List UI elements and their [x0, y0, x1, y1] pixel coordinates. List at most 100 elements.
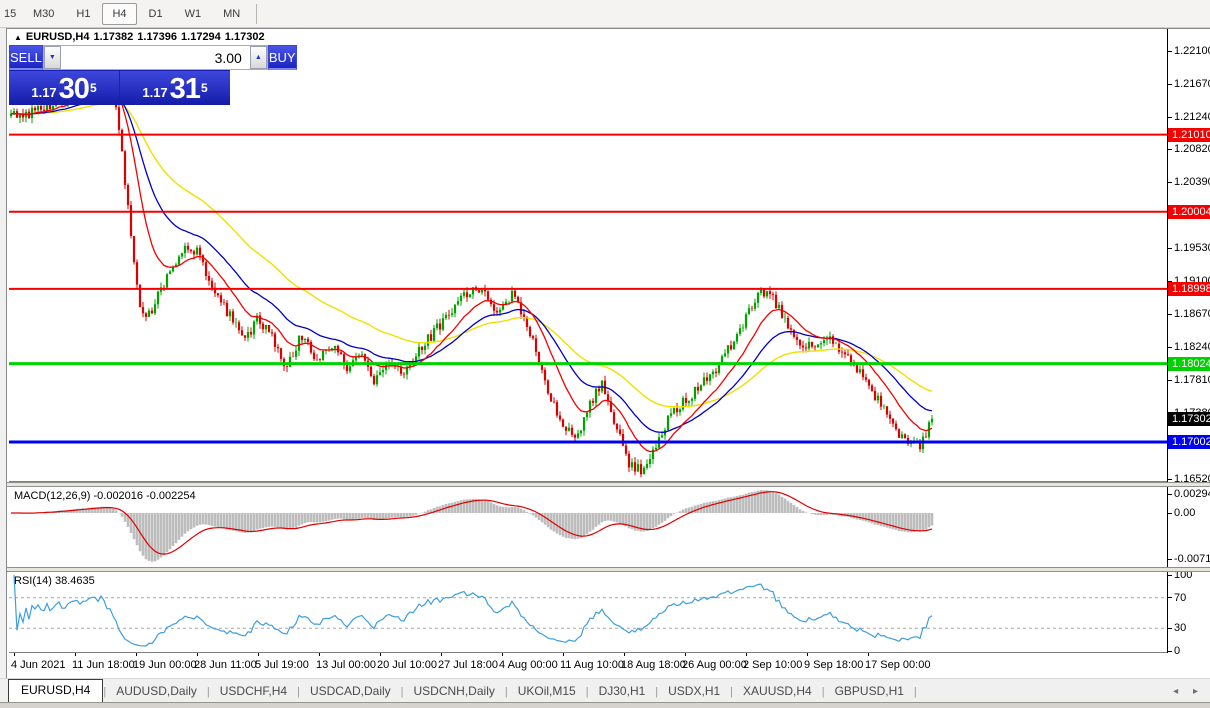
time-label: 4 Aug 00:00	[499, 659, 558, 671]
timeframe-button-h1[interactable]: H1	[76, 7, 91, 20]
buy-price-prefix: 1.17	[142, 85, 168, 100]
rsi-label: RSI(14) 38.4635	[14, 575, 95, 587]
axis-tick: 1.18240	[1168, 341, 1210, 353]
axis-tick: -0.007153	[1168, 553, 1210, 565]
ohlc-close: 1.17302	[224, 31, 265, 43]
axis-tick: 0.002947	[1168, 488, 1210, 500]
tab-separator: |	[730, 686, 734, 698]
sell-price-prefix: 1.17	[31, 85, 57, 100]
time-label: 17 Sep 00:00	[865, 659, 931, 671]
price-line-label: 1.18024	[1168, 356, 1210, 371]
tab-separator: |	[103, 686, 107, 698]
axis-tick: 0.00	[1168, 507, 1195, 519]
sell-button[interactable]: SELL	[9, 45, 43, 70]
timeframe-button-d1[interactable]: D1	[148, 7, 163, 20]
tab-separator: |	[504, 686, 508, 698]
collapse-panel-icon[interactable]: ▲	[14, 33, 22, 42]
time-tick	[258, 653, 259, 656]
time-tick	[807, 653, 808, 656]
price-axis[interactable]: 1.221001.216701.212401.208201.203901.199…	[1167, 29, 1210, 657]
tab-separator: |	[585, 686, 589, 698]
buy-quote[interactable]: 1.17 31 5	[120, 71, 230, 105]
timeframe-button-h4[interactable]: H4	[102, 2, 137, 25]
macd-label: MACD(12,26,9) -0.002016 -0.002254	[14, 490, 196, 502]
time-label: 9 Sep 18:00	[804, 659, 864, 671]
time-label: 20 Jul 10:00	[377, 659, 437, 671]
time-tick	[563, 653, 564, 656]
tab-usdchf-h4[interactable]: USDCHF,H4	[219, 684, 288, 698]
axis-tick: 1.20390	[1168, 176, 1210, 188]
buy-price-big: 31	[169, 73, 201, 105]
toolbar-separator	[256, 3, 258, 24]
time-label: 13 Jul 00:00	[316, 659, 376, 671]
time-label: 11 Aug 10:00	[560, 659, 625, 671]
time-label: 18 Aug 18:00	[621, 659, 686, 671]
axis-tick: 1.20820	[1168, 143, 1210, 155]
axis-tick: 1.22100	[1168, 45, 1210, 57]
tab-eurusd-h4[interactable]: EURUSD,H4	[8, 679, 104, 702]
chart-tabs: EURUSD,H4 | AUDUSD,Daily | USDCHF,H4 | USDCAD,…	[0, 678, 1210, 702]
axis-tick: 30	[1168, 622, 1186, 634]
axis-tick: 70	[1168, 592, 1186, 604]
time-tick	[197, 653, 198, 656]
axis-tick: 1.18670	[1168, 308, 1210, 320]
chart-title: ▲ EURUSD,H4 1.17382 1.17396 1.17294 1.17302	[14, 31, 269, 43]
ohlc-open: 1.17382	[93, 31, 134, 43]
timeframe-button-m30[interactable]: M30	[33, 7, 55, 20]
sell-price-big: 30	[58, 73, 90, 105]
volume-decrease-icon[interactable]: ▼	[43, 46, 61, 69]
tab-ukoil-m15[interactable]: UKOil,M15	[517, 684, 576, 698]
time-tick	[868, 653, 869, 656]
time-tick	[624, 653, 625, 656]
chart-symbol-period: EURUSD,H4	[25, 31, 90, 43]
tab-scroll-arrows[interactable]: ◂ ▸	[1173, 686, 1204, 697]
current-price-label: 1.17302	[1168, 411, 1210, 426]
time-tick	[502, 653, 503, 656]
axis-tick: 1.21240	[1168, 111, 1210, 123]
tab-separator: |	[400, 686, 404, 698]
axis-tick: 100	[1168, 569, 1192, 581]
time-label: 4 Jun 2021	[11, 659, 66, 671]
tab-separator: |	[913, 686, 917, 698]
status-bar	[0, 702, 1210, 708]
tab-usdcad-daily[interactable]: USDCAD,Daily	[309, 684, 391, 698]
tab-audusd-daily[interactable]: AUDUSD,Daily	[116, 684, 197, 698]
tab-usdcnh-daily[interactable]: USDCNH,Daily	[413, 684, 495, 698]
time-tick	[380, 653, 381, 656]
axis-tick: 0	[1168, 645, 1180, 657]
chart-canvas[interactable]	[9, 29, 1169, 654]
tab-usdx-h1[interactable]: USDX,H1	[668, 684, 721, 698]
axis-tick: 1.17810	[1168, 374, 1210, 386]
price-line-label: 1.18998	[1168, 281, 1210, 296]
buy-button[interactable]: BUY	[267, 45, 297, 70]
ohlc-high: 1.17396	[137, 31, 178, 43]
tab-xauusd-h4[interactable]: XAUUSD,H4	[743, 684, 812, 698]
tab-dj30-h1[interactable]: DJ30,H1	[598, 684, 646, 698]
price-line-label: 1.17002	[1168, 434, 1210, 449]
tab-separator: |	[206, 686, 210, 698]
sell-quote[interactable]: 1.17 30 5	[9, 71, 119, 105]
time-tick	[319, 653, 320, 656]
time-label: 2 Sep 10:00	[743, 659, 803, 671]
time-label: 27 Jul 18:00	[438, 659, 498, 671]
volume-increase-icon[interactable]: ▲	[249, 46, 267, 69]
panel-separator-macd[interactable]	[7, 482, 1210, 487]
volume-input[interactable]	[60, 46, 250, 69]
axis-tick: 1.21670	[1168, 78, 1210, 90]
time-tick	[136, 653, 137, 656]
time-label: 26 Aug 00:00	[682, 659, 747, 671]
tab-separator: |	[655, 686, 659, 698]
timeframe-button-15[interactable]: 15	[4, 7, 17, 20]
sell-price-sup: 5	[89, 81, 97, 95]
time-tick	[441, 653, 442, 656]
one-click-trading-panel: SELL ▼ ▲ BUY 1.17 30 5 1.17 31 5	[9, 45, 297, 105]
timeframe-button-mn[interactable]: MN	[223, 7, 241, 20]
panel-separator-rsi[interactable]	[7, 567, 1210, 572]
timeframe-button-w1[interactable]: W1	[184, 7, 202, 20]
time-label: 5 Jul 19:00	[255, 659, 309, 671]
time-tick	[75, 653, 76, 656]
time-label: 28 Jun 11:00	[194, 659, 257, 671]
timeframe-toolbar: 15 M30 H1 H4 D1 W1 MN	[0, 0, 1210, 28]
time-axis[interactable]: 4 Jun 2021 11 Jun 18:00 19 Jun 00:00 28 Jun…	[9, 653, 1169, 677]
tab-gbpusd-h1[interactable]: GBPUSD,H1	[834, 684, 904, 698]
